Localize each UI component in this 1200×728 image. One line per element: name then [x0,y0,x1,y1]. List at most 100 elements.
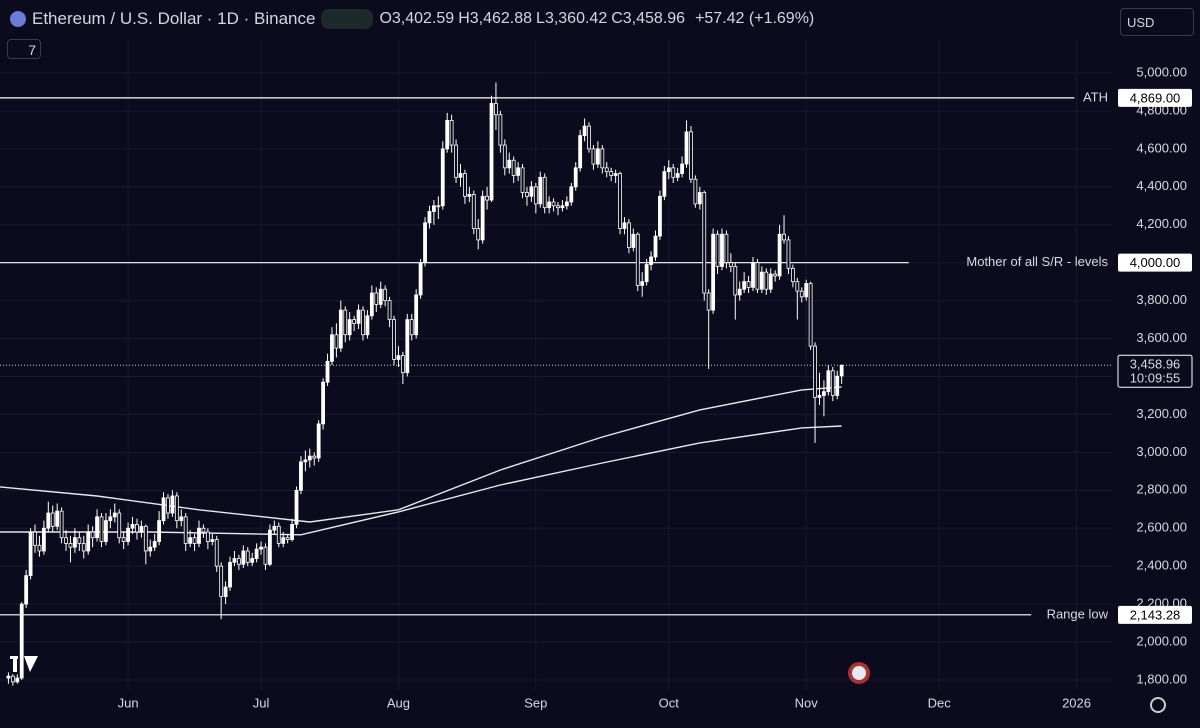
currency-select[interactable]: USD [1120,8,1194,36]
candle-body [161,497,166,522]
candle-body [325,360,330,383]
symbol[interactable]: Ethereum / U.S. Dollar · 1D · Binance [32,9,316,28]
candle-body [201,527,206,533]
candle-body [724,233,729,264]
flag-icon [852,666,866,680]
candle-body [795,281,800,292]
ohlc-key: C [611,10,623,27]
moving-average [0,425,842,536]
candle-body [290,524,294,540]
settings-icon[interactable] [1150,697,1166,713]
candle-body [830,370,835,396]
candle-body [157,520,162,542]
candle-body [361,309,365,336]
ohlc-key: H [458,10,470,27]
candle-body [126,527,130,542]
candle-body [697,192,702,205]
candle-body [6,675,11,679]
candle-body [689,131,693,180]
ohlc-value: 3,458.96 [622,10,686,27]
candle-body [316,423,321,459]
x-tick-label: Dec [928,695,952,710]
candle-body [41,527,46,552]
candle-body [170,495,175,514]
candle-body [24,575,29,605]
ohlc-key: O [379,10,392,27]
candle-body [445,120,450,150]
candle-body [343,309,348,336]
candle-body [396,355,401,360]
candle-body [312,455,317,459]
x-tick-label: Oct [659,695,680,710]
candle-body [183,516,188,544]
candle-body [50,512,55,527]
candle-body [95,516,99,539]
candle-body [560,205,565,209]
candle-body [405,319,410,374]
candle-body [675,173,680,178]
candle-body [232,558,237,563]
candle-body [285,537,290,540]
candle-body [804,283,809,298]
level-label: 2,143.28 [1130,607,1181,622]
candle-body [839,364,844,377]
level-name: Range low [1047,606,1109,621]
candle-body [595,148,600,165]
candle-body [330,334,334,362]
y-tick-label: 4,200.00 [1136,216,1187,231]
candle-body [702,192,707,294]
x-tick-label: Aug [387,695,410,710]
y-tick-label: 5,000.00 [1136,64,1187,79]
level-label: 4,869.00 [1130,90,1181,105]
candle-body [121,537,126,542]
candle-body [68,542,73,548]
candle-body [33,531,37,546]
candle-body [383,288,388,302]
candle-body [471,193,476,229]
candle-body [59,510,64,539]
candle-body [591,148,596,165]
candle-body [463,173,467,197]
candle-body [485,195,489,201]
indicator-toggle[interactable]: 7 [7,39,41,59]
y-tick-label: 1,800.00 [1136,671,1187,686]
candle-body [759,271,764,290]
candle-body [746,281,751,288]
candle-body [564,201,569,207]
candle-body [671,167,676,178]
y-tick-label: 3,800.00 [1136,292,1187,307]
x-tick-label: Jul [253,695,270,710]
candle-body [179,516,184,522]
countdown: 10:09:55 [1130,371,1181,386]
candle-body [649,256,653,265]
candle-body [542,176,547,209]
candle-body [152,541,157,548]
candle-body [693,178,698,205]
candle-body [529,186,534,197]
ohlc-value: 3,360.42 [544,10,608,27]
candle-body [263,546,268,565]
candle-body [582,125,587,136]
candle-body [130,524,135,529]
candle-body [622,222,627,229]
candle-body [254,548,259,559]
candle-body [604,167,609,173]
candle-body [706,292,711,311]
candle-body [205,531,210,542]
candle-body [635,233,640,286]
candle-body [294,489,299,525]
candle-body [458,173,463,178]
candle-body [250,558,255,563]
candle-body [37,544,42,552]
candle-body [214,539,219,567]
status-pill[interactable] [321,9,374,29]
candle-body [728,262,733,267]
candle-body [768,273,773,290]
candle-body [600,148,605,169]
candle-body [219,565,224,597]
candle-body [19,603,24,679]
candle-body [86,531,91,552]
candle-body [418,262,423,296]
candle-body [662,171,667,197]
candle-body [613,173,618,176]
